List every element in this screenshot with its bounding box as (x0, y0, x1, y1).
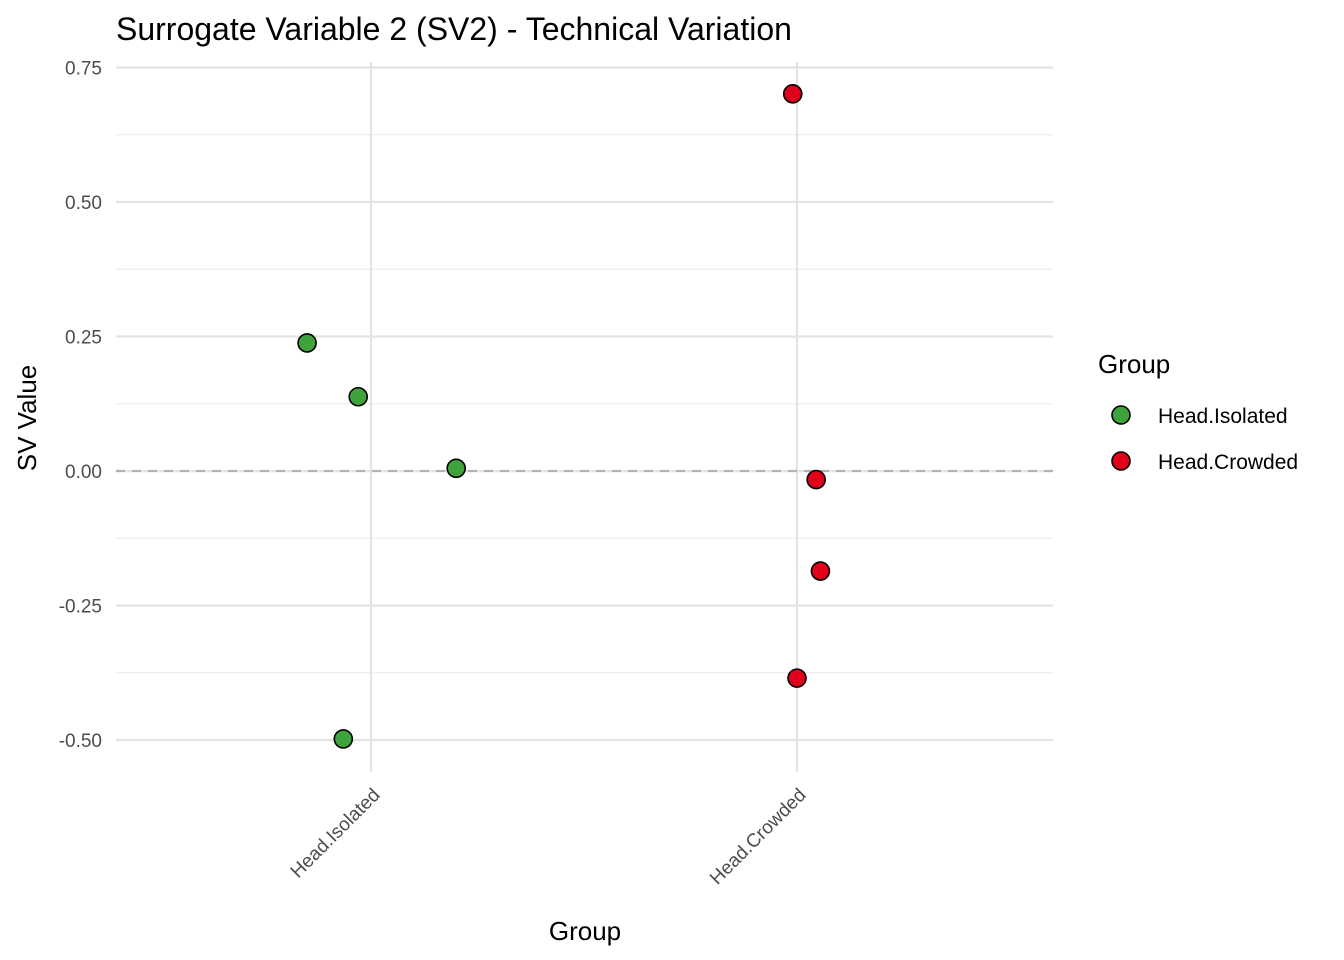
legend-items: Head.Isolated Head.Crowded (1111, 405, 1298, 474)
x-axis-title: Group (549, 916, 621, 946)
data-point (446, 458, 467, 479)
legend: Group Head.Isolated Head.Crowded (1098, 349, 1298, 474)
legend-label: Head.Crowded (1158, 451, 1298, 474)
legend-title: Group (1098, 349, 1170, 379)
data-point (348, 386, 369, 407)
y-axis-title: SV Value (12, 365, 42, 471)
legend-key (1111, 405, 1131, 425)
data-point (806, 469, 826, 490)
y-tick-label: 0.75 (65, 59, 102, 80)
y-tick-label: -0.50 (59, 731, 102, 752)
x-tick-label: Head.Isolated (287, 785, 385, 883)
major-gridlines (116, 62, 1053, 772)
legend-key (1111, 451, 1131, 471)
data-point (333, 729, 354, 749)
x-axis-tick-labels: Head.Isolated Head.Crowded (287, 785, 811, 889)
data-point (297, 333, 317, 353)
data-point (782, 84, 803, 104)
y-axis-tick-labels: 0.75 0.50 0.25 0.00 -0.25 -0.50 (59, 59, 102, 753)
data-points (297, 84, 831, 749)
x-tick-label: Head.Crowded (706, 785, 810, 889)
y-tick-label: 0.00 (65, 462, 102, 483)
y-tick-label: 0.50 (65, 193, 102, 214)
data-point (810, 561, 831, 581)
legend-label: Head.Isolated (1158, 405, 1288, 428)
minor-gridlines (116, 134, 1053, 674)
data-point (787, 668, 807, 688)
y-tick-label: -0.25 (59, 597, 102, 618)
y-tick-label: 0.25 (65, 328, 102, 349)
chart-title: Surrogate Variable 2 (SV2) - Technical V… (116, 11, 792, 47)
